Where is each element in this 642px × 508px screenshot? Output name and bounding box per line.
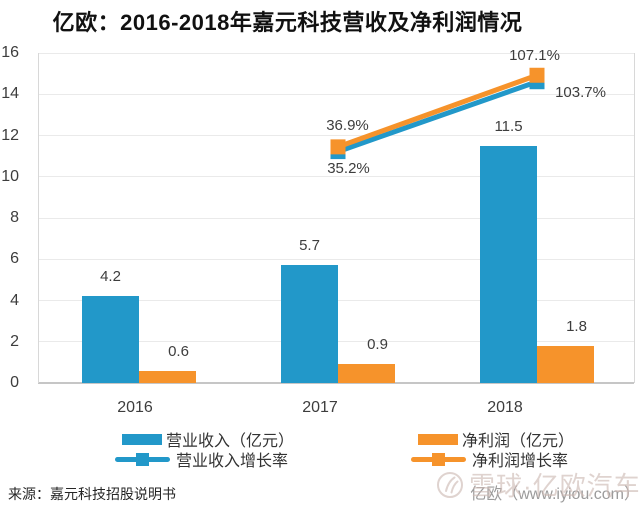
bar-revenue-2018	[480, 145, 537, 383]
bar-revenue-2016	[82, 296, 139, 383]
legend-line-swatch	[411, 452, 466, 466]
bar-value-label: 11.5	[494, 117, 523, 135]
chart-title: 亿欧：2016-2018年嘉元科技营收及净利润情况	[52, 10, 523, 35]
line-marker	[330, 144, 346, 160]
legend-label: 净利润增长率	[472, 453, 569, 470]
legend-line-marker	[432, 452, 445, 466]
gridline	[38, 93, 634, 95]
legend-item-2: 营业收入增长率	[115, 451, 288, 470]
bar-value-label: 1.8	[566, 317, 587, 335]
xueqiu-logo-icon	[437, 471, 463, 498]
xueqiu-watermark: 雪球·亿欧汽车	[436, 466, 641, 503]
gridline	[38, 176, 634, 178]
x-axis-tick-label: 2016	[117, 399, 153, 416]
y-axis-tick-label: 6	[10, 250, 19, 268]
legend-item-1: 净利润（亿元）	[418, 431, 574, 450]
bar-profit-2016	[139, 370, 196, 383]
gridline	[38, 135, 634, 136]
xueqiu-watermark-text: 雪球·亿欧汽车	[469, 471, 641, 501]
profit-growth-line	[337, 72, 538, 150]
y-axis-tick-label: 4	[10, 291, 19, 309]
bar-value-label: 5.7	[299, 237, 320, 255]
bar-profit-2017	[338, 364, 395, 383]
source-note: 来源：嘉元科技招股说明书	[8, 486, 176, 502]
bar-revenue-2017	[281, 265, 338, 383]
gridline	[38, 217, 634, 219]
legend-label: 营业收入增长率	[176, 453, 289, 470]
line-marker	[529, 74, 545, 90]
bar-value-label: 4.2	[100, 268, 121, 286]
gridline	[38, 52, 634, 54]
x-axis-line	[38, 382, 634, 384]
y-axis-tick-label: 2	[10, 332, 19, 350]
gridline	[38, 258, 634, 260]
line-marker	[330, 139, 346, 155]
legend-item-3: 净利润增长率	[411, 451, 568, 470]
legend-label: 营业收入（亿元）	[166, 433, 295, 450]
y-axis-tick-label: 10	[1, 167, 19, 185]
legend-bar-swatch	[122, 433, 162, 445]
growth-value-label: 103.7%	[555, 84, 606, 102]
plot-left-border	[38, 53, 39, 383]
plot-right-border	[634, 53, 635, 383]
legend-line-swatch	[115, 452, 170, 466]
bar-value-label: 0.6	[168, 342, 189, 360]
y-axis-tick-label: 12	[1, 126, 19, 144]
y-axis-tick-label: 8	[10, 209, 19, 226]
growth-value-label: 107.1%	[509, 46, 560, 64]
legend-item-0: 营业收入（亿元）	[122, 431, 294, 450]
bar-value-label: 0.9	[367, 336, 388, 354]
site-credit-watermark: 亿欧（www.iyiou.com）	[470, 486, 640, 503]
y-axis-tick-label: 0	[10, 374, 19, 391]
bar-profit-2018	[537, 345, 594, 383]
y-axis-tick-label: 16	[1, 44, 19, 61]
growth-value-label: 35.2%	[327, 159, 370, 177]
x-axis-tick-label: 2018	[487, 399, 523, 416]
legend-line-marker	[136, 452, 149, 466]
legend-label: 净利润（亿元）	[462, 433, 575, 450]
line-marker	[529, 67, 545, 83]
y-axis-tick-label: 14	[1, 85, 19, 103]
growth-value-label: 36.9%	[326, 117, 369, 135]
legend-bar-swatch	[418, 433, 458, 445]
x-axis-tick-label: 2017	[302, 399, 338, 416]
